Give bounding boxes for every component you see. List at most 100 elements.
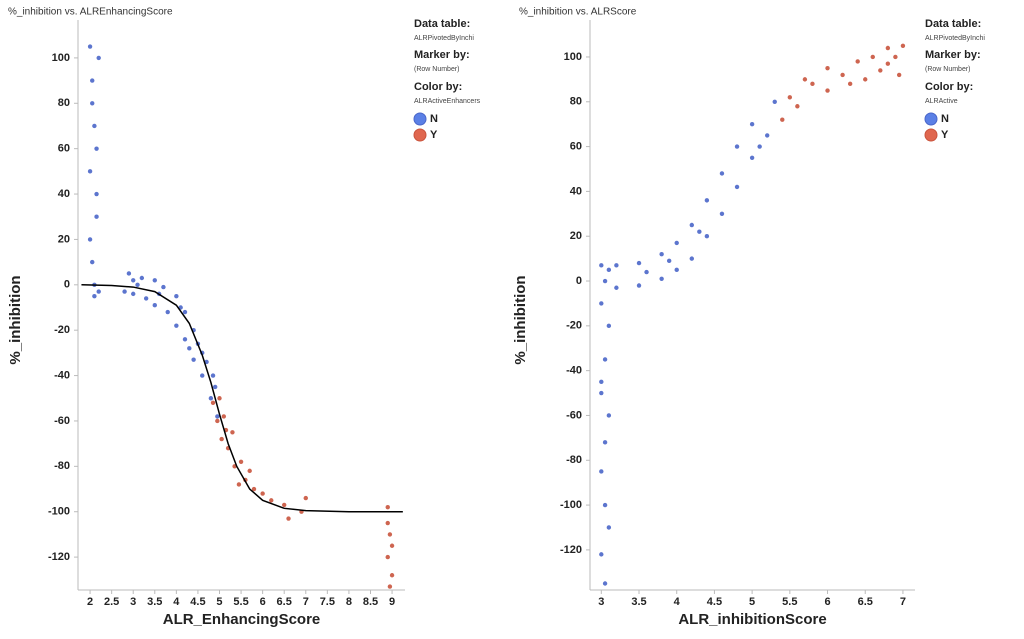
y-axis-label: %_inhibition bbox=[7, 275, 24, 364]
data-point bbox=[251, 486, 257, 492]
x-tick-label: 8.5 bbox=[363, 596, 378, 608]
data-point bbox=[385, 504, 390, 510]
data-point bbox=[247, 468, 252, 474]
data-point bbox=[855, 59, 860, 64]
x-tick-label: 4.5 bbox=[707, 596, 722, 608]
data-point bbox=[182, 309, 188, 315]
data-point bbox=[90, 259, 95, 265]
y-tick-label: -100 bbox=[48, 506, 70, 518]
data-point bbox=[230, 430, 235, 435]
data-point bbox=[878, 68, 883, 73]
x-tick-label: 6.5 bbox=[277, 596, 292, 608]
data-point bbox=[734, 144, 740, 149]
data-point bbox=[210, 400, 216, 405]
data-point bbox=[704, 234, 710, 239]
legend-marker bbox=[413, 112, 427, 126]
data-point bbox=[161, 284, 166, 290]
data-point bbox=[614, 263, 619, 268]
y-tick-label: 20 bbox=[570, 230, 582, 242]
legend-text: (Row Number) bbox=[414, 66, 460, 73]
data-point bbox=[90, 78, 95, 83]
legend-label: N bbox=[430, 113, 438, 125]
data-point bbox=[780, 117, 785, 122]
data-point bbox=[139, 275, 145, 281]
data-point bbox=[719, 171, 725, 176]
legend-label: Y bbox=[430, 129, 438, 141]
x-tick-label: 3 bbox=[598, 596, 604, 608]
data-point bbox=[825, 65, 830, 71]
x-tick-label: 6 bbox=[824, 596, 830, 608]
x-tick-label: 9 bbox=[389, 596, 395, 608]
data-point bbox=[697, 229, 702, 234]
legend-text: ALRPivotedByInchi bbox=[925, 35, 985, 42]
data-point bbox=[885, 45, 891, 51]
y-tick-label: -20 bbox=[54, 324, 70, 336]
data-point bbox=[602, 357, 608, 362]
data-point bbox=[385, 520, 390, 526]
data-point bbox=[122, 289, 127, 294]
data-point bbox=[825, 88, 830, 93]
data-point bbox=[126, 271, 132, 276]
legend-text: ALRActive bbox=[925, 98, 958, 105]
data-point bbox=[606, 267, 612, 273]
x-tick-label: 7 bbox=[900, 596, 906, 608]
data-point bbox=[795, 104, 800, 109]
data-point bbox=[87, 169, 93, 174]
data-point bbox=[187, 346, 192, 351]
legend-text: ALRActiveEnhancers bbox=[414, 98, 481, 105]
data-point bbox=[260, 491, 265, 496]
data-point bbox=[674, 240, 679, 246]
data-point bbox=[87, 237, 93, 242]
data-point bbox=[135, 282, 140, 288]
data-point bbox=[385, 554, 390, 560]
data-point bbox=[900, 43, 906, 48]
data-point bbox=[174, 323, 179, 328]
data-point bbox=[387, 584, 393, 589]
x-axis-label: ALR_EnhancingScore bbox=[163, 611, 321, 628]
data-point bbox=[787, 95, 793, 100]
x-tick-label: 7 bbox=[303, 596, 309, 608]
data-point bbox=[269, 498, 274, 503]
data-point bbox=[885, 61, 891, 66]
y-tick-label: 60 bbox=[58, 143, 70, 155]
data-point bbox=[870, 54, 875, 60]
data-point bbox=[599, 390, 604, 396]
legend-text: Marker by: bbox=[414, 49, 470, 61]
y-tick-label: -20 bbox=[566, 320, 582, 332]
x-tick-label: 3 bbox=[130, 596, 136, 608]
data-point bbox=[734, 184, 740, 190]
data-point bbox=[152, 303, 157, 308]
x-tick-label: 2.5 bbox=[104, 596, 119, 608]
y-tick-label: -100 bbox=[560, 499, 582, 511]
data-point bbox=[212, 384, 218, 390]
data-point bbox=[674, 267, 679, 273]
data-point bbox=[704, 198, 710, 203]
data-point bbox=[602, 502, 608, 508]
data-point bbox=[689, 256, 694, 261]
legend-text: Data table: bbox=[414, 18, 470, 30]
data-point bbox=[208, 396, 214, 401]
data-point bbox=[87, 44, 93, 49]
data-point bbox=[802, 77, 808, 82]
data-point bbox=[599, 263, 604, 268]
data-point bbox=[847, 81, 853, 87]
data-point bbox=[174, 293, 179, 299]
data-point bbox=[599, 469, 604, 474]
data-point bbox=[131, 291, 136, 297]
data-point bbox=[96, 289, 101, 294]
data-point bbox=[614, 285, 619, 290]
data-point bbox=[210, 373, 216, 378]
data-point bbox=[606, 525, 612, 530]
x-tick-label: 3.5 bbox=[631, 596, 646, 608]
data-point bbox=[636, 283, 642, 288]
data-point bbox=[636, 260, 642, 266]
data-point bbox=[602, 581, 608, 586]
data-point bbox=[602, 440, 608, 445]
data-point bbox=[282, 502, 287, 508]
data-point bbox=[387, 532, 393, 537]
data-point bbox=[96, 55, 101, 61]
data-point bbox=[599, 379, 604, 385]
y-tick-label: -60 bbox=[54, 415, 70, 427]
data-point bbox=[152, 278, 157, 283]
data-point bbox=[896, 72, 902, 78]
